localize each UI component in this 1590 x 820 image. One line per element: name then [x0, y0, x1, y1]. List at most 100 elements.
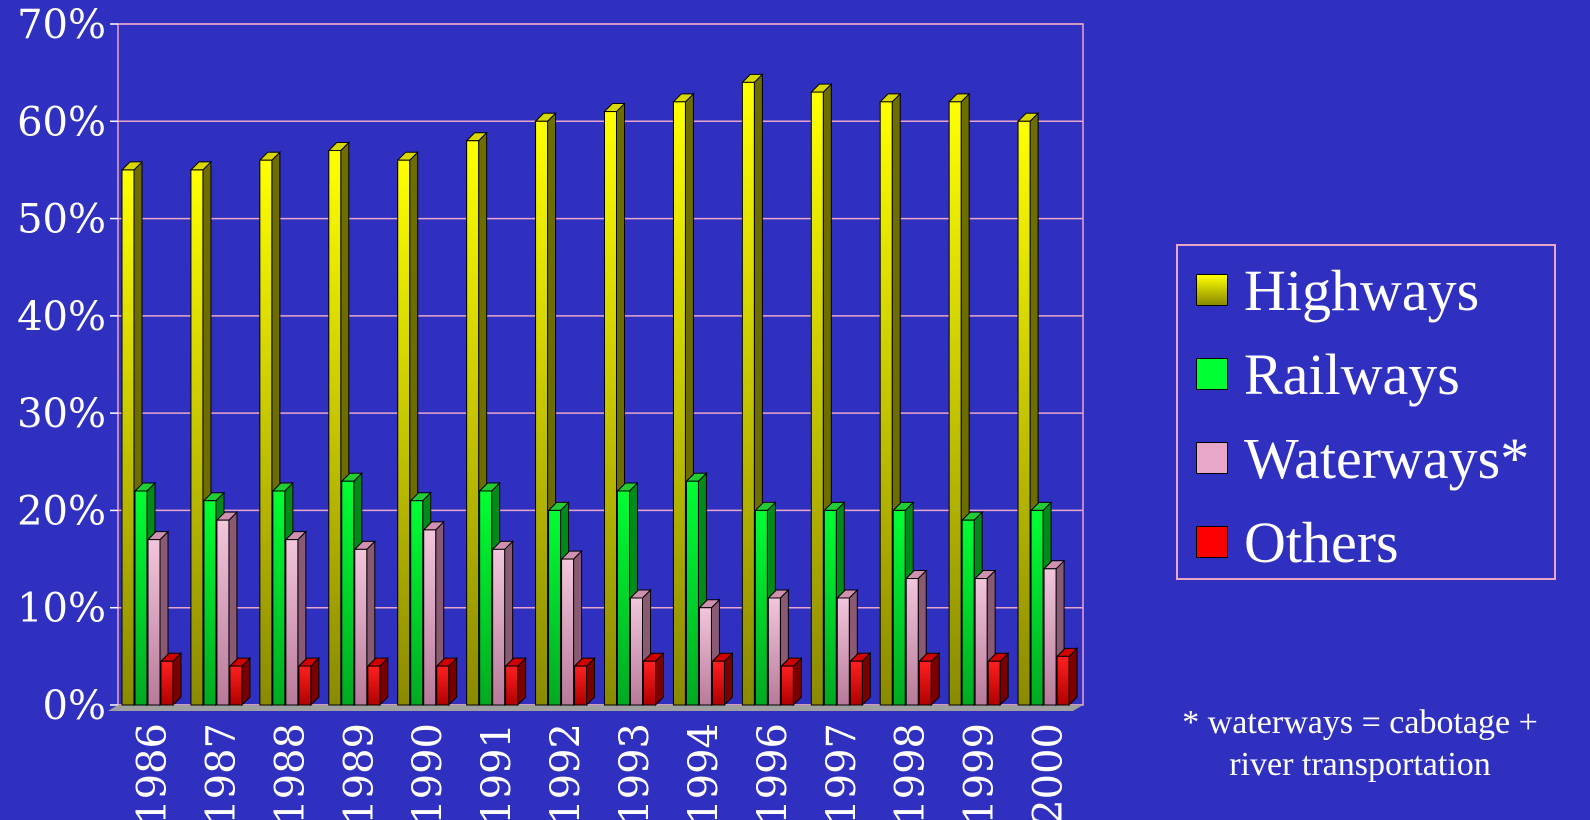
bar-waterways-1998 [905, 578, 919, 706]
bar-others-1988 [298, 665, 312, 706]
x-tick-label: 1998 [888, 723, 934, 820]
y-tick-label: 20% [17, 488, 106, 534]
footnote-line-2: river transportation [1229, 746, 1491, 783]
bar-waterways-1993 [630, 597, 643, 706]
bar-side [172, 652, 182, 707]
bar-others-1990 [436, 665, 450, 706]
y-tick-label: 60% [17, 99, 106, 145]
bar-railways-1997 [823, 509, 837, 706]
bar-highways-1987 [190, 169, 204, 706]
bar-highways-1993 [604, 111, 617, 706]
bar-highways-1986 [121, 169, 135, 706]
y-tick-label: 0% [43, 683, 106, 729]
bar-railways-1986 [134, 490, 148, 706]
x-tick-label: 1991 [474, 723, 520, 820]
bar-highways-1998 [879, 101, 893, 706]
bar-railways-1989 [341, 480, 355, 706]
bar-waterways-1996 [767, 597, 781, 706]
bar-railways-1994 [685, 480, 699, 706]
bar-railways-1992 [548, 509, 562, 706]
bar-others-1989 [367, 665, 381, 706]
bar-side [999, 652, 1009, 707]
x-tick-label: 1987 [198, 723, 244, 820]
bar-railways-1998 [892, 509, 906, 706]
bar-waterways-2000 [1043, 568, 1057, 706]
legend-label: Highways [1244, 257, 1480, 323]
bar-railways-1987 [203, 500, 217, 706]
bar-side [861, 652, 871, 707]
bar-railways-2000 [1030, 509, 1044, 706]
bar-waterways-1990 [423, 529, 437, 706]
bar-others-1993 [643, 660, 656, 706]
bar-others-1999 [987, 660, 1001, 706]
bar-highways-1988 [259, 159, 273, 706]
bar-railways-1988 [272, 490, 286, 706]
bar-railways-1996 [754, 509, 768, 706]
bar-side [1068, 647, 1078, 707]
bar-railways-1993 [617, 490, 630, 706]
bar-waterways-1988 [285, 539, 299, 706]
chart-floor [108, 705, 1083, 711]
bar-waterways-1991 [492, 548, 506, 706]
legend-label: Railways [1244, 341, 1460, 407]
bar-waterways-1987 [216, 519, 230, 706]
bar-railways-1991 [479, 490, 493, 706]
bar-others-1997 [849, 660, 863, 706]
bar-highways-1997 [810, 91, 824, 706]
y-tick-label: 50% [17, 197, 106, 243]
x-tick-label: 1988 [267, 723, 313, 820]
bar-others-1994 [711, 660, 725, 706]
y-tick-label: 30% [17, 391, 106, 437]
legend-swatch [1196, 442, 1228, 474]
bar-waterways-1986 [147, 539, 161, 706]
footnote: * waterways = cabotage + river transport… [1140, 702, 1580, 786]
x-tick-label: 1986 [129, 723, 175, 820]
bar-others-1986 [160, 660, 174, 706]
x-tick-label: 1997 [819, 723, 865, 820]
y-tick-label: 70% [17, 2, 106, 48]
bar-highways-1999 [948, 101, 962, 706]
x-tick-label: 1989 [336, 723, 382, 820]
bar-others-2000 [1056, 655, 1070, 706]
x-tick-label: 1990 [405, 723, 451, 820]
bar-others-1996 [780, 665, 794, 706]
bar-waterways-1992 [561, 558, 575, 706]
x-tick-label: 1992 [543, 723, 589, 820]
bar-highways-1991 [466, 140, 480, 706]
bar-side [655, 652, 664, 707]
legend-item-railways: Railways [1196, 342, 1460, 407]
bar-side [723, 652, 733, 707]
bar-side [930, 652, 940, 707]
bar-highways-1996 [741, 81, 755, 706]
legend-item-waterways: Waterways* [1196, 426, 1529, 491]
bar-highways-1990 [397, 159, 411, 706]
legend-item-highways: Highways [1196, 258, 1479, 323]
bar-others-1998 [918, 660, 932, 706]
legend-swatch [1196, 358, 1228, 390]
bar-highways-1989 [328, 149, 342, 706]
bar-others-1992 [574, 665, 588, 706]
legend-label: Others [1244, 509, 1399, 575]
footnote-line-1: * waterways = cabotage + [1182, 704, 1538, 741]
bar-highways-1992 [535, 120, 549, 706]
legend-swatch [1196, 274, 1228, 306]
legend-label: Waterways* [1244, 425, 1530, 491]
bar-others-1987 [229, 665, 243, 706]
bar-highways-2000 [1017, 120, 1031, 706]
legend-item-others: Others [1196, 510, 1399, 575]
x-tick-label: 1993 [612, 723, 658, 820]
bar-waterways-1997 [836, 597, 850, 706]
bar-highways-1994 [672, 101, 686, 706]
bar-waterways-1994 [698, 607, 712, 706]
legend: Highways Railways Waterways* Others [1176, 244, 1556, 580]
x-tick-label: 1999 [957, 723, 1003, 820]
bar-waterways-1999 [974, 578, 988, 706]
x-tick-label: 1994 [681, 723, 727, 820]
legend-swatch [1196, 526, 1228, 558]
bar-waterways-1989 [354, 548, 368, 706]
bar-others-1991 [505, 665, 519, 706]
x-tick-label: 2000 [1026, 723, 1072, 820]
x-tick-label: 1996 [750, 723, 796, 820]
y-tick-label: 40% [17, 294, 106, 340]
